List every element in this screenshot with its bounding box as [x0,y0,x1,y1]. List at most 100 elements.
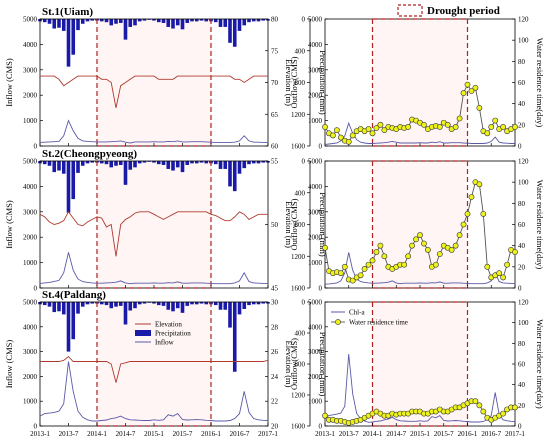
wrt-point [456,115,463,122]
precip-bar [57,302,61,312]
precip-bar [199,161,204,163]
wrt-point [365,261,372,268]
y2-tick-label: 0 [518,285,522,293]
precip-bar [247,161,251,165]
precip-bar [232,19,237,47]
precip-bar [218,19,223,27]
precip-bar [137,302,142,305]
wrt-point [468,88,475,94]
y-tick-label: 0 [34,423,38,431]
precip-bar [247,302,251,306]
precip-bar [47,302,52,307]
precip-bar [223,19,228,27]
precip-bar [85,19,90,22]
x-tick-label: 2014-7 [116,430,136,438]
wrt-point [496,270,503,277]
y-tick-label: 5000 [23,299,38,307]
precip-bar [80,302,85,307]
precip-bar [242,302,247,309]
y-tick-label: 2000 [23,234,38,242]
precip-bar [99,19,104,22]
wrt-point [322,244,328,251]
precip-bar [237,19,242,31]
wrt-point [337,134,344,141]
precip-bar [66,302,71,352]
precip-bar [52,161,57,173]
precip-bar [66,161,71,213]
x-tick-label: 2015-7 [173,430,193,438]
precip-bar [80,161,85,166]
y2-tick-label: 30 [271,299,279,307]
y2-tick-label: 65 [271,111,279,119]
y-tick-label: 1000 [23,259,38,267]
wrt-point [452,242,459,249]
y-tick-label: 3000 [308,66,323,74]
wrt-point [322,124,328,130]
y-axis-title: Inflow (CMS) [4,340,14,389]
wrt-point [381,127,388,134]
wrt-point [345,138,352,145]
precip-bar [90,161,95,163]
precip-bar [76,302,80,314]
wrt-point [476,402,483,409]
precip-bar [85,161,90,164]
y3-axis-title: Precipitation (mm) [318,332,328,397]
wrt-point [421,240,427,247]
precip-bar [118,19,123,23]
y2-tick-label: 40 [518,100,526,108]
precip-bar [71,161,76,200]
wrt-point [377,121,384,128]
precip-bar [185,302,190,306]
precip-bar [118,161,123,165]
y2-tick-label: 20 [518,402,526,410]
precip-bar [194,161,199,164]
precip-bar [166,161,171,169]
wrt-point [369,257,376,264]
wrt-point [452,124,459,130]
x-tick-label: 2013-1 [315,430,335,438]
precip-bar [256,161,261,164]
y3-tick-label: 800 [295,361,306,369]
drought-legend: Drought period [397,4,500,17]
drought-shade [97,19,211,146]
y2-tick-label: 100 [518,319,529,327]
wrt-point [500,410,507,417]
precip-bar [199,302,204,304]
drought-legend-label: Drought period [427,5,500,17]
panel-5: 010002000300040005000020406080100120Outf… [289,158,545,293]
panel-title: St.1(Uiam) [42,6,93,18]
precip-bar [137,161,142,164]
precip-bar [61,161,66,174]
precip-bar [180,19,185,30]
drought-shade [97,302,211,426]
legend-label: Precipitation [155,330,191,338]
y2-tick-label: 55 [271,158,279,166]
wrt-point [409,242,415,249]
legend-swatch-wrt-point [335,319,341,325]
y2-tick-label: 100 [518,37,529,45]
precip-bar [228,161,232,187]
y2-tick-label: 26 [271,348,279,356]
y-tick-label: 3000 [308,348,323,356]
wrt-point [349,132,356,139]
precip-bar [256,19,261,22]
precip-bar [166,302,171,310]
precip-bar [213,302,218,306]
precip-bar [247,19,251,23]
y-tick-label: 4000 [23,323,38,331]
wrt-point [401,261,408,268]
y-tick-label: 1000 [308,398,323,406]
y-tick-label: 4000 [308,323,323,331]
precip-bar [109,161,114,168]
wrt-point [476,105,483,111]
precip-bar [228,19,232,43]
precip-bar [123,19,128,40]
precip-bar [142,161,147,163]
panel-title: St.4(Paldang) [42,289,106,301]
precip-bar [228,302,232,328]
y-tick-label: 0 [319,423,323,431]
precip-bar [99,161,104,164]
wrt-point [468,194,475,200]
precip-bar [232,161,237,192]
precip-bar [47,161,52,166]
